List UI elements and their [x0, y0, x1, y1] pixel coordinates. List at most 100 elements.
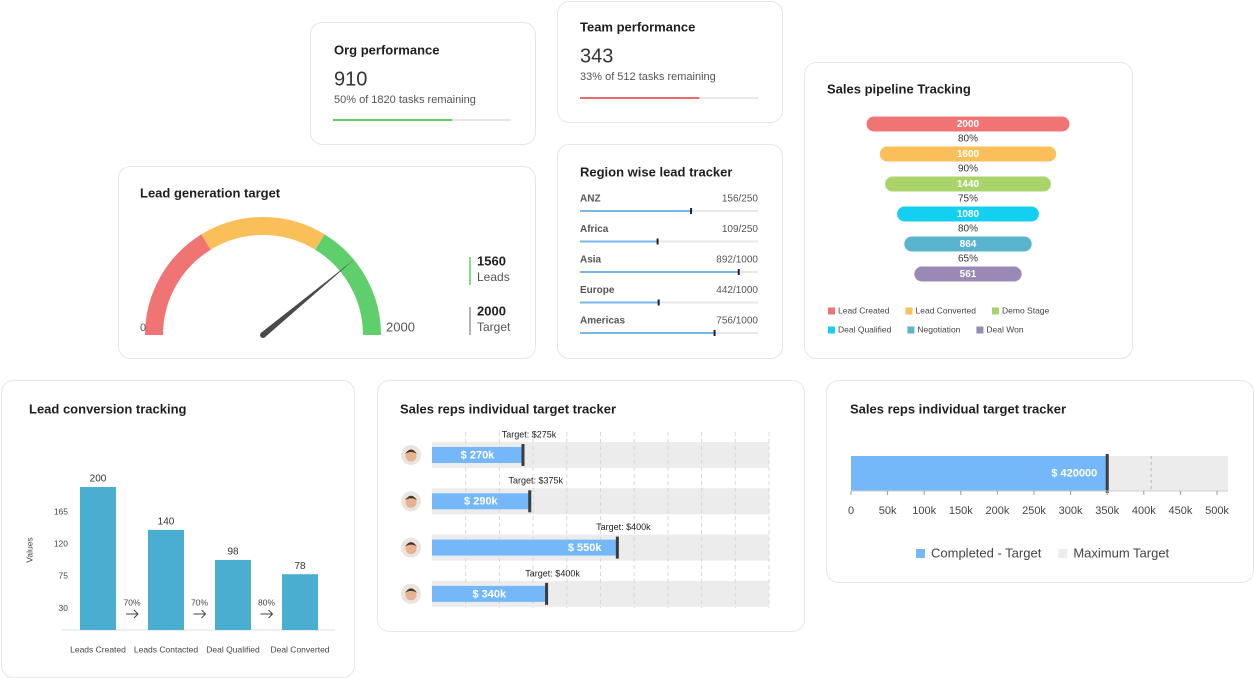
legend-swatch [916, 549, 925, 558]
kpi-subtitle: 50% of 1820 tasks remaining [334, 94, 476, 106]
bar [215, 559, 251, 630]
funnel-stage [866, 116, 1070, 132]
bar [148, 529, 184, 630]
y-tick-label: 120 [54, 538, 68, 548]
avatar-hair [405, 449, 417, 454]
funnel-stage [879, 146, 1057, 162]
conversion-label: 75% [958, 194, 978, 205]
value-label: 78 [294, 561, 306, 572]
legend-swatch [1058, 549, 1068, 558]
x-tick-label: Deal Converted [270, 644, 329, 654]
conversion-label: 80% [958, 224, 978, 235]
kpi-subtitle: 33% of 512 tasks remaining [580, 71, 716, 83]
region-label: 156/250 [722, 194, 759, 205]
funnel-label: 864 [960, 239, 977, 250]
rep-target-label: Target: $375k [508, 476, 563, 486]
region-marker [657, 299, 660, 306]
kpi-value: 910 [334, 68, 367, 90]
needle-hub [260, 332, 266, 338]
region-name: Americas [580, 316, 625, 327]
leads-caption: Leads [477, 270, 510, 284]
rep-bar [432, 539, 618, 556]
card-title: Region wise lead tracker [580, 164, 732, 179]
avatar-hair [405, 542, 417, 547]
card-title: Team performance [580, 19, 695, 34]
x-tick-label: 400k [1132, 505, 1156, 517]
region-label: 892/1000 [716, 255, 758, 266]
legend-swatch [907, 326, 915, 334]
avatar-face [405, 496, 417, 508]
conversion-label: 70% [123, 597, 140, 607]
region-name: Asia [580, 255, 602, 266]
card-title: Org performance [334, 42, 439, 57]
leads-value: 1560 [477, 253, 506, 268]
legend-label: Completed - Target [931, 545, 1042, 560]
region-label: 756/1000 [716, 316, 758, 327]
y-tick-label: 165 [54, 506, 68, 516]
funnel-label: 561 [960, 269, 977, 280]
gauge-band [145, 234, 211, 336]
card-title: Sales pipeline Tracking [827, 81, 971, 96]
y-tick-label: 75 [59, 571, 69, 581]
legend-label: Deal Won [986, 324, 1023, 334]
gauge-max: 2000 [386, 319, 415, 334]
rep-target-label: Target: $400k [596, 522, 651, 532]
x-tick-label: Leads Contacted [134, 644, 199, 654]
x-tick-label: 300k [1059, 505, 1083, 517]
conversion-arrow [193, 609, 207, 619]
legend-swatch [828, 307, 835, 315]
legend-label: Demo Stage [1002, 305, 1050, 315]
conversion-label: 90% [958, 164, 978, 175]
rep-marker [521, 444, 525, 466]
gauge-band [201, 217, 325, 250]
funnel-label: 2000 [957, 119, 980, 130]
region-label: 109/250 [722, 224, 759, 235]
gauge-needle [261, 259, 354, 338]
conversion-arrow [260, 609, 274, 619]
funnel-label: 1600 [957, 149, 980, 160]
x-tick-label: 250k [1022, 505, 1046, 517]
team-card [557, 1, 783, 123]
rep-value-label: $ 550k [568, 542, 603, 554]
value-label: 98 [227, 547, 239, 558]
region-name: Africa [580, 224, 609, 235]
x-tick-label: 450k [1168, 505, 1192, 517]
avatar-face [405, 450, 417, 462]
bullet-label: $ 420000 [1051, 467, 1097, 479]
rep-bar [432, 585, 547, 602]
avatar-face [405, 543, 417, 555]
org-card [310, 22, 536, 145]
bar [80, 487, 116, 630]
avatar-hair [405, 588, 417, 593]
conversion-label: 80% [958, 134, 978, 145]
conversion-arrow [126, 609, 139, 619]
lead-gen-card [118, 166, 536, 359]
region-marker [737, 269, 740, 275]
target-caption: Target [477, 320, 511, 334]
card-title: Lead generation target [140, 185, 281, 200]
funnel-stage [914, 266, 1022, 282]
legend-label: Deal Qualified [838, 324, 892, 334]
value-label: 200 [90, 474, 107, 485]
region-marker [690, 208, 693, 214]
funnel-label: 1440 [957, 179, 980, 190]
avatar-hair [405, 495, 417, 501]
funnel-label: 1080 [957, 209, 980, 220]
rep-value-label: $ 270k [461, 449, 496, 461]
region-marker [713, 330, 716, 336]
legend-label: Maximum Target [1073, 545, 1169, 560]
bullet-bar [851, 456, 1108, 491]
rep-target-label: Target: $275k [502, 429, 557, 439]
x-tick-label: Leads Created [70, 644, 126, 654]
funnel-stage [904, 236, 1032, 252]
rep-value-label: $ 290k [464, 496, 499, 508]
conversion-label: 80% [258, 597, 275, 607]
region-name: ANZ [580, 194, 601, 205]
y-tick-label: 30 [59, 603, 69, 613]
x-tick-label: 500k [1205, 505, 1229, 517]
region-card [557, 144, 783, 359]
region-name: Europe [580, 285, 615, 296]
